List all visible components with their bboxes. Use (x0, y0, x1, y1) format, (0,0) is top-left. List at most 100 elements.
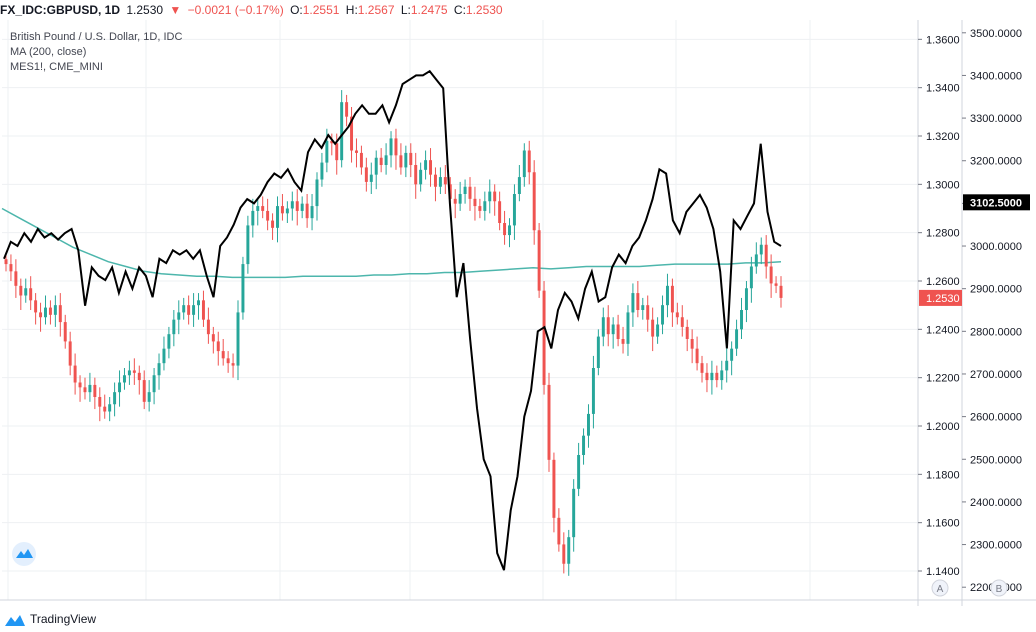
candle-body (409, 152, 413, 165)
high-value: 1.2567 (357, 3, 395, 17)
candle-body (532, 172, 536, 231)
candle-body (404, 152, 408, 168)
candle-body (167, 334, 171, 349)
overlay-axis-label: 2900.0000 (970, 284, 1022, 296)
time-axis-label: Jul (1, 605, 15, 606)
candle-body (774, 283, 778, 286)
candle-body (661, 305, 665, 325)
price-axis-label: 1.1400 (926, 566, 960, 578)
candle-body (749, 266, 753, 289)
candle-body (221, 351, 225, 359)
candle-body (567, 537, 571, 564)
candle-body (399, 155, 403, 168)
candle-body (438, 177, 442, 187)
candle-body (591, 368, 595, 414)
overlay-axis-label: 3500.0000 (970, 28, 1022, 40)
overlay-scale-button[interactable] (990, 579, 1008, 597)
close-label: C: (453, 3, 466, 17)
price-axis-label: 1.2800 (926, 228, 960, 240)
candle-body (587, 413, 590, 436)
candle-body (685, 326, 689, 339)
candle-body (547, 384, 551, 460)
candle-body (177, 312, 181, 320)
legend-overlay[interactable]: MES1!, CME_MINI (10, 61, 103, 73)
candle-body (562, 544, 566, 564)
ma-200-line (1, 207, 782, 279)
candle-body (354, 150, 358, 153)
candle-body (690, 339, 694, 349)
legend-ma[interactable]: MA (200, close) (10, 46, 87, 58)
candle-body (463, 186, 467, 194)
candle-body (468, 186, 472, 199)
candle-body (320, 162, 324, 180)
candle-body (715, 372, 719, 381)
candle-body (350, 116, 354, 151)
candle-body (394, 138, 398, 156)
price-change: −0.0021 (−0.17%) (187, 3, 284, 17)
candle-body (443, 177, 447, 185)
candle-body (369, 174, 373, 182)
candle-body (58, 305, 62, 323)
candle-body (641, 305, 645, 310)
candle-body (305, 203, 309, 219)
candle-body (206, 319, 210, 335)
candle-body (725, 360, 729, 371)
time-axis-label: Sep (136, 605, 156, 606)
overlay-scale-button-label[interactable]: B (996, 584, 1003, 595)
candle-body (216, 341, 220, 352)
candle-body (241, 264, 245, 313)
overlay-axis-label: 2600.0000 (970, 412, 1022, 424)
candle-body (142, 380, 146, 402)
candle-body (83, 387, 87, 393)
auto-scale-button-label[interactable]: A (937, 584, 944, 595)
candle-body (197, 300, 200, 306)
auto-scale-button[interactable] (931, 579, 949, 597)
time-axis-label: May (666, 605, 687, 606)
candle-body (73, 365, 77, 383)
candle-body (295, 201, 299, 211)
candle-body (364, 167, 368, 182)
close-value: 1.2530 (465, 3, 503, 17)
candle-body (63, 322, 67, 342)
candle-body (596, 336, 600, 368)
candle-body (340, 102, 344, 161)
watermark-circle (12, 542, 36, 566)
candle-body (705, 372, 709, 381)
candle-body (448, 184, 452, 199)
candle-body (379, 157, 383, 165)
candle-body (744, 288, 748, 310)
candle-body (345, 102, 349, 117)
candle-body (24, 288, 28, 296)
candle-body (14, 271, 18, 286)
candle-body (720, 370, 724, 381)
chart-canvas[interactable]: 1.3600 1.3400 1.3200 1.3000 1.2800 1.2600 1.24… (0, 20, 1036, 606)
candle-body (39, 312, 43, 318)
candle-body (498, 201, 502, 223)
candle-body (310, 206, 314, 219)
candle-body (29, 288, 33, 301)
footer-brand[interactable]: TradingView (30, 612, 97, 626)
last-price-badge-label: 1.2530 (926, 293, 960, 305)
candle-body (182, 305, 186, 313)
candle-body (335, 143, 339, 161)
candle-body (740, 310, 743, 330)
low-label: L: (400, 3, 411, 17)
candle-body (78, 382, 82, 388)
overlay-axis-label: 3200.0000 (970, 156, 1022, 168)
candle-body (473, 198, 477, 207)
candle-body (374, 157, 378, 175)
down-arrow-icon: ▼ (169, 3, 182, 17)
price-axis-label: 1.1800 (926, 469, 960, 481)
candle-body (236, 312, 240, 366)
legend-main-series[interactable]: British Pound / U.S. Dollar, 1D, IDC (10, 31, 183, 43)
candles-layer (4, 90, 783, 576)
candle-body (157, 363, 161, 376)
low-value: 1.2475 (410, 3, 448, 17)
candle-body (478, 206, 482, 211)
candle-body (285, 208, 289, 214)
candle-body (651, 319, 655, 337)
symbol-name[interactable]: FX_IDC:GBPUSD, 1D (0, 3, 121, 17)
high-label: H: (345, 3, 358, 17)
candle-body (522, 150, 526, 178)
time-axis-label: Mar (534, 605, 553, 606)
